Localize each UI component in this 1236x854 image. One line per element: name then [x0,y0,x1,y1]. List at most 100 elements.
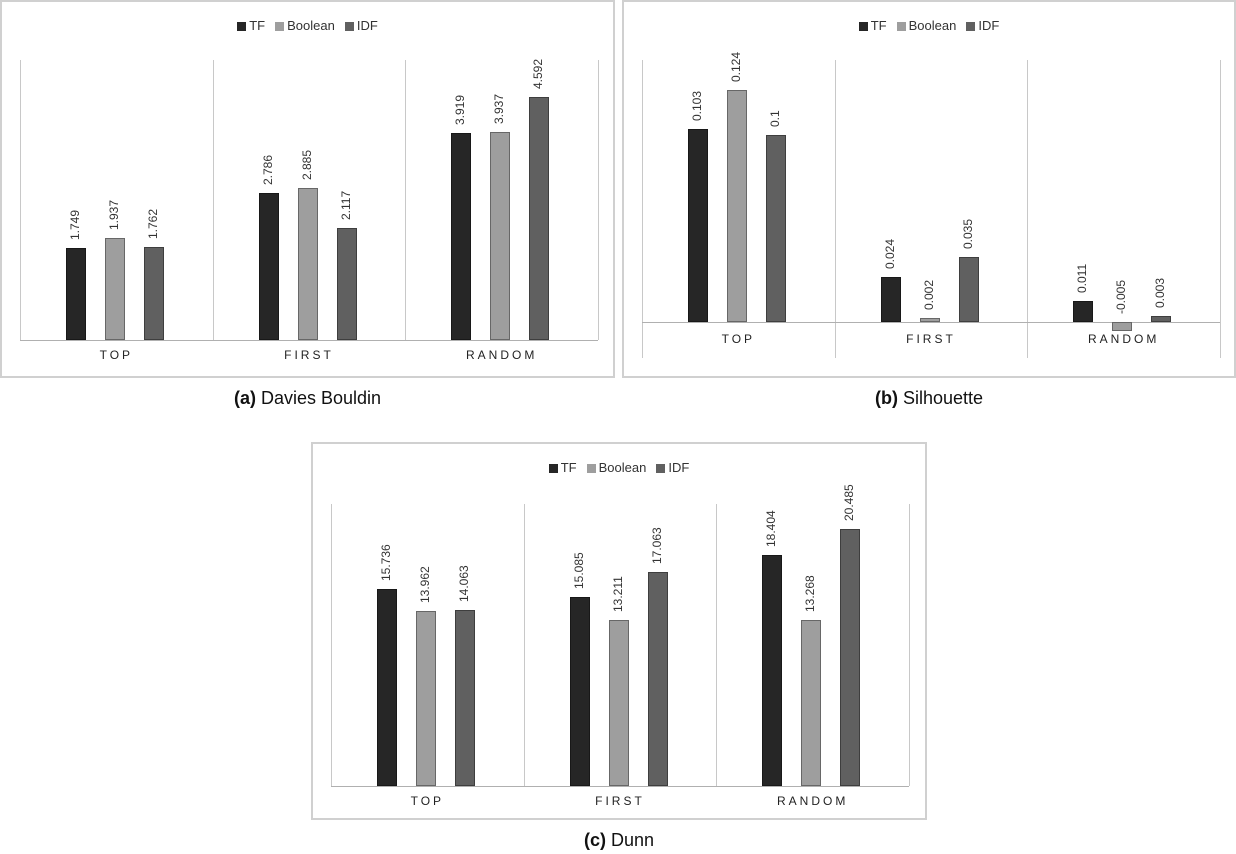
category-label-random: RANDOM [776,794,849,808]
bar-value-label: 13.211 [610,576,625,613]
legend-swatch-icon [966,22,976,32]
category-divider [642,60,643,358]
legend-swatch-icon [858,22,868,32]
legend-item-boolean: Boolean [896,18,957,33]
category-divider [598,60,599,340]
legend-swatch-icon [656,464,666,474]
caption-dunn: (c) Dunn [583,830,655,850]
bar-tf-first [569,596,590,786]
bar-value-label: 20.485 [842,484,857,522]
bar-tf-random [1073,301,1094,322]
x-axis [331,786,909,787]
bar-value-label: 18.404 [764,510,779,548]
bar-tf-top [377,588,397,786]
legend-item-tf: TF [548,460,577,475]
legend-label: TF [249,18,266,33]
category-label-first: FIRST [284,348,334,362]
legend-label: Boolean [287,18,335,33]
bar-tf-random [451,132,472,340]
caption-davies-bouldin: (a) Davies Bouldin [233,388,382,408]
category-label-top: TOP [721,332,756,346]
bar-value-label: 3.937 [492,93,507,124]
bar-idf-top [766,134,786,322]
category-label-top: TOP [410,794,445,808]
chart-legend: TF Boolean IDF [313,460,925,475]
bar-boolean-first [297,187,318,340]
bar-idf-top [144,246,164,340]
bar-value-label: 1.749 [68,209,82,240]
bar-tf-top [688,129,708,322]
bar-boolean-top [727,89,747,322]
bar-value-label: 0.124 [729,51,743,82]
bar-value-label: -0.005 [1114,279,1129,314]
bar-idf-top [455,609,475,786]
legend-item-tf: TF [858,18,887,33]
chart-dunn: TF Boolean IDF 15.736 13.962 14.063 TOP 15.085 1… [311,442,927,820]
category-label-first: FIRST [906,332,956,346]
chart-legend: TF Boolean IDF [2,18,613,33]
category-divider [212,60,214,340]
legend-swatch-icon [344,22,354,32]
bar-value-label: 0.002 [921,280,936,311]
bar-idf-first [958,256,979,322]
bar-idf-random [840,529,861,786]
bar-value-label: 1.762 [146,208,160,239]
category-divider [331,504,332,786]
bar-value-label: 0.1 [768,110,782,127]
bar-value-label: 0.103 [690,91,704,122]
bar-value-label: 0.011 [1075,264,1090,294]
chart-silhouette: TF Boolean IDF 0.103 0.124 0.1 TOP 0.024 0.002 0.… [622,0,1236,378]
bar-value-label: 15.736 [379,544,393,581]
bar-idf-random [1151,316,1172,322]
bar-value-label: 13.962 [418,566,432,603]
category-divider [1027,60,1029,358]
legend-label: IDF [356,18,378,33]
legend-item-boolean: Boolean [275,18,335,33]
caption-silhouette: (b) Silhouette [874,388,984,408]
bar-tf-first [258,192,279,340]
legend-item-tf: TF [237,18,265,33]
bar-value-label: 0.024 [882,239,897,270]
bar-boolean-random [490,132,511,340]
bar-tf-random [762,555,783,786]
bar-boolean-first [608,620,629,786]
legend-label: IDF [668,460,690,475]
bar-tf-top [66,247,86,340]
bar-tf-first [880,277,901,322]
bar-idf-random [529,97,550,340]
legend-swatch-icon [586,464,596,474]
bar-boolean-random [1112,322,1133,332]
bar-value-label: 3.919 [453,94,468,125]
bar-idf-first [647,572,668,786]
category-divider [405,60,407,340]
legend-swatch-icon [548,464,558,474]
category-divider [20,60,21,340]
bar-value-label: 2.786 [260,154,275,185]
bar-value-label: 17.063 [649,527,664,565]
legend-item-boolean: Boolean [586,460,647,475]
bar-boolean-random [801,619,822,786]
x-axis [642,322,1220,323]
category-label-random: RANDOM [465,348,538,362]
bar-value-label: 2.885 [299,149,314,180]
category-divider [716,504,718,786]
legend-label: Boolean [908,18,957,33]
bar-value-label: 0.035 [960,218,975,249]
category-label-top: TOP [99,348,134,362]
bar-value-label: 2.117 [338,191,353,221]
bar-boolean-top [105,237,125,340]
category-label-first: FIRST [595,794,645,808]
bar-value-label: 13.268 [803,575,818,612]
category-label-random: RANDOM [1087,332,1160,346]
legend-swatch-icon [275,22,285,32]
bar-boolean-first [919,318,940,322]
bar-value-label: 15.085 [571,552,586,589]
legend-label: Boolean [598,460,647,475]
category-divider [834,60,836,358]
legend-label: IDF [978,18,1000,33]
category-divider [1220,60,1221,358]
bar-value-label: 1.937 [107,199,121,230]
chart-davies-bouldin: TF Boolean IDF 1.749 1.937 1.762 TOP 2.786 2.885… [0,0,615,378]
category-divider [523,504,525,786]
bar-value-label: 14.063 [457,565,471,602]
